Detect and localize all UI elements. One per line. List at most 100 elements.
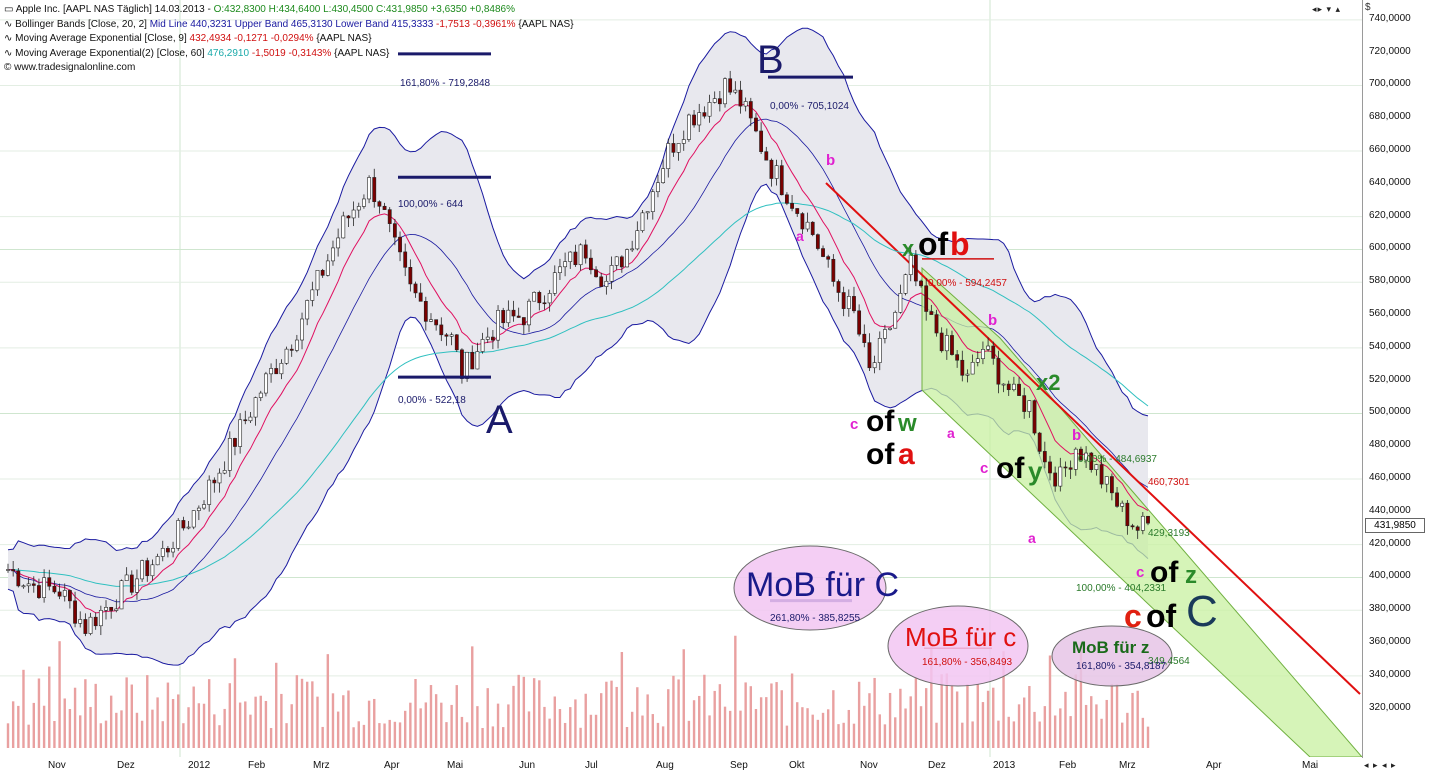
candle-body	[320, 269, 325, 276]
volume-bar	[342, 695, 345, 748]
candle-body	[656, 182, 660, 193]
y-tick-label: 660,0000	[1369, 144, 1411, 156]
legend-copyright: © www.tradesignalonline.com	[4, 62, 136, 73]
candle-body	[274, 368, 279, 375]
volume-bar	[445, 722, 448, 748]
price-axis[interactable]: 740,0000 720,0000 700,0000 680,0000 660,0000…	[1363, 0, 1429, 757]
candle-body	[635, 230, 640, 250]
y-tick-label: 580,0000	[1369, 275, 1411, 287]
candle-body	[16, 570, 21, 587]
volume-bar	[842, 722, 845, 748]
candle-body	[367, 177, 371, 200]
volume-bar	[811, 714, 814, 748]
time-axis[interactable]: Nov Dez 2012 Feb Mrz Apr Mai Jun Jul Aug Sep Okt Nov…	[0, 757, 1362, 776]
candle-body	[650, 191, 655, 212]
candle-body	[207, 479, 212, 505]
volume-bar	[177, 694, 180, 748]
volume-bar	[924, 688, 928, 748]
volume-bar	[486, 688, 489, 748]
candle-body	[692, 114, 696, 126]
volume-bar	[1007, 716, 1010, 748]
plot-area[interactable]: ▭ Apple Inc. [AAPL NAS Täglich] 14.03.20…	[0, 0, 1363, 758]
legend-row-ema60[interactable]: ∿ Moving Average Exponential(2) [Close, …	[4, 47, 390, 59]
legend-row-ema9[interactable]: ∿ Moving Average Exponential [Close, 9] …	[4, 33, 372, 44]
y-tick-label: 400,0000	[1369, 570, 1411, 582]
candle-body	[867, 342, 872, 369]
wave-of: of	[918, 226, 949, 262]
volume-bar	[826, 709, 830, 748]
volume-bar	[950, 684, 954, 748]
volume-bar	[48, 666, 51, 748]
candle-body	[470, 351, 475, 370]
ema60-line	[8, 202, 1149, 587]
candle-body	[815, 234, 820, 249]
candle-body	[1068, 467, 1073, 470]
candle-body	[346, 215, 351, 219]
candle-body	[253, 397, 258, 418]
volume-bar	[1110, 683, 1114, 748]
volume-bar	[275, 662, 278, 748]
indicator-icon: ∿	[4, 18, 16, 30]
volume-bar	[280, 693, 283, 748]
candle-body	[728, 78, 733, 93]
volume-bar	[698, 695, 701, 748]
candle-body	[238, 419, 243, 447]
y-tick-label: 500,0000	[1369, 406, 1411, 418]
candle-body	[444, 334, 449, 337]
candle-body	[929, 311, 934, 315]
volume-bar	[857, 681, 861, 748]
candle-body	[439, 324, 444, 336]
candle-body	[6, 569, 10, 571]
volume-bar	[832, 690, 835, 748]
price-label: 429,3193	[1148, 528, 1190, 539]
mob-label-z: MoB für z	[1072, 638, 1150, 657]
candle-body	[104, 606, 108, 611]
volume-bar	[352, 727, 355, 748]
volume-bar	[1028, 686, 1031, 748]
volume-bar	[115, 712, 118, 748]
volume-bar	[1105, 699, 1108, 748]
volume-bar	[527, 711, 531, 748]
volume-bar	[1100, 718, 1103, 748]
volume-bar	[476, 706, 479, 748]
candle-body	[408, 267, 413, 285]
volume-bar	[285, 723, 288, 748]
candle-body	[893, 312, 898, 329]
scroll-buttons[interactable]: ◂▸ ▾ ▴	[1312, 4, 1342, 14]
candle-body	[233, 438, 237, 447]
mob-ellipse-c	[887, 605, 1029, 687]
candle-body	[284, 348, 289, 364]
x-tick-label: Mai	[1302, 760, 1319, 771]
volume-bar	[42, 705, 46, 748]
candle-body	[1037, 432, 1042, 452]
legend-row-bollinger[interactable]: ∿ Bollinger Bands [Close, 20, 2] Mid Lin…	[4, 18, 574, 30]
candle-body	[723, 78, 727, 105]
volume-bar	[125, 677, 128, 748]
candle-body	[1079, 448, 1083, 461]
volume-bar	[357, 721, 360, 748]
candle-body	[1006, 383, 1011, 391]
candle-body	[903, 274, 908, 294]
candle-body	[73, 600, 77, 624]
legend-row-price[interactable]: ▭ Apple Inc. [AAPL NAS Täglich] 14.03.20…	[4, 4, 515, 15]
volume-bar	[409, 702, 412, 748]
indicator-icon: ∿	[4, 47, 16, 59]
volume-bar	[32, 702, 35, 748]
volume-bar	[362, 724, 366, 748]
volume-bar	[321, 726, 324, 748]
volume-bar	[326, 654, 330, 748]
candle-body	[547, 293, 552, 304]
volume-bar	[605, 681, 608, 748]
volume-bar	[11, 701, 15, 748]
candle-body	[939, 332, 944, 352]
y-tick-label: 380,0000	[1369, 603, 1411, 615]
x-tick-label: Feb	[248, 760, 266, 771]
volume-bar	[22, 669, 25, 748]
candle-body	[475, 351, 480, 370]
candle-body	[1058, 466, 1063, 487]
volume-bar	[713, 690, 716, 748]
fib-label: 0,00% - 594,2457	[928, 278, 1007, 289]
candle-body	[418, 292, 423, 302]
candle-body	[186, 526, 191, 529]
zoom-buttons[interactable]: ◂ ▸ ◂ ▸	[1364, 760, 1397, 770]
